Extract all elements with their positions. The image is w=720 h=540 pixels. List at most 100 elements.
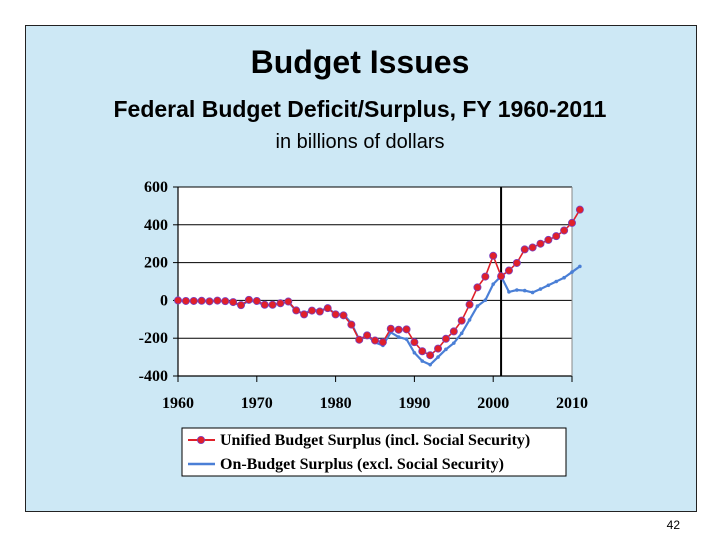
point-unified bbox=[205, 297, 214, 306]
point-unified bbox=[457, 316, 466, 325]
x-tick-label: 1990 bbox=[398, 395, 430, 412]
point-unified bbox=[418, 347, 427, 356]
point-unified bbox=[560, 226, 569, 235]
point-unified bbox=[173, 296, 182, 305]
point-on-budget bbox=[467, 318, 472, 322]
point-unified bbox=[426, 351, 435, 360]
point-unified bbox=[221, 297, 230, 306]
point-on-budget bbox=[522, 288, 527, 293]
point-unified bbox=[276, 299, 285, 308]
x-tick-label: 2010 bbox=[556, 395, 588, 412]
point-unified bbox=[489, 251, 498, 260]
point-on-budget bbox=[554, 279, 559, 284]
point-on-budget bbox=[412, 350, 417, 355]
point-unified bbox=[363, 331, 372, 340]
y-tick-label: -200 bbox=[139, 330, 168, 347]
point-unified bbox=[520, 245, 529, 254]
point-on-budget bbox=[507, 290, 511, 294]
y-tick-label: 400 bbox=[144, 217, 168, 234]
point-on-budget bbox=[546, 283, 551, 288]
point-unified bbox=[323, 304, 332, 313]
point-unified bbox=[213, 296, 222, 305]
point-unified bbox=[528, 243, 537, 252]
units-caption: in billions of dollars bbox=[275, 131, 445, 153]
point-unified bbox=[434, 344, 443, 353]
legend: Unified Budget Surplus (incl. Social Sec… bbox=[181, 427, 567, 477]
page-number: 42 bbox=[666, 518, 680, 532]
point-unified bbox=[497, 272, 506, 281]
legend-label-on-budget: On-Budget Surplus (excl. Social Security… bbox=[220, 456, 504, 473]
point-unified bbox=[229, 298, 238, 307]
x-tick-label: 2000 bbox=[477, 395, 509, 412]
point-unified bbox=[473, 283, 482, 292]
point-unified bbox=[197, 296, 206, 305]
point-unified bbox=[331, 310, 340, 319]
y-tick-label: 200 bbox=[144, 255, 168, 272]
point-unified bbox=[481, 272, 490, 281]
series-line-unified bbox=[177, 209, 581, 357]
point-unified bbox=[370, 336, 379, 345]
point-unified bbox=[394, 325, 403, 334]
legend-box bbox=[181, 427, 567, 477]
point-unified bbox=[504, 266, 513, 275]
point-on-budget bbox=[428, 362, 432, 367]
point-unified bbox=[386, 324, 395, 333]
point-unified bbox=[307, 306, 316, 315]
point-unified bbox=[347, 320, 356, 329]
point-unified bbox=[268, 300, 277, 309]
point-on-budget bbox=[578, 264, 582, 269]
series-layer bbox=[173, 205, 584, 367]
point-on-budget bbox=[459, 331, 464, 336]
point-unified bbox=[181, 296, 190, 305]
point-unified bbox=[339, 311, 348, 320]
point-unified bbox=[260, 300, 269, 309]
point-unified bbox=[315, 307, 324, 316]
point-unified bbox=[536, 239, 545, 248]
y-tick-label: 600 bbox=[144, 179, 168, 196]
legend-label-unified: Unified Budget Surplus (incl. Social Sec… bbox=[220, 432, 530, 449]
legend-marker-unified bbox=[196, 435, 205, 444]
x-tick-label: 1960 bbox=[162, 395, 194, 412]
point-unified bbox=[244, 295, 253, 304]
point-unified bbox=[410, 338, 419, 347]
point-unified bbox=[237, 301, 246, 310]
plot-area bbox=[178, 187, 572, 376]
point-on-budget bbox=[530, 290, 535, 295]
point-unified bbox=[441, 334, 450, 343]
point-on-budget bbox=[420, 359, 425, 363]
point-on-budget bbox=[515, 288, 519, 292]
point-unified bbox=[568, 218, 577, 227]
y-tick-label: 0 bbox=[160, 292, 168, 309]
point-unified bbox=[292, 306, 301, 315]
x-tick-label: 1980 bbox=[320, 395, 352, 412]
point-unified bbox=[449, 327, 458, 336]
point-unified bbox=[575, 205, 584, 214]
point-on-budget bbox=[483, 298, 488, 303]
point-unified bbox=[284, 297, 293, 306]
point-on-budget bbox=[452, 341, 456, 345]
slide-subtitle: Federal Budget Deficit/Surplus, FY 1960-… bbox=[113, 96, 607, 122]
point-unified bbox=[512, 258, 521, 267]
point-on-budget bbox=[475, 304, 480, 308]
x-tick-label: 1970 bbox=[241, 395, 273, 412]
point-unified bbox=[402, 325, 411, 334]
point-unified bbox=[378, 338, 387, 347]
point-on-budget bbox=[436, 355, 440, 359]
slide-title: Budget Issues bbox=[250, 44, 470, 80]
point-on-budget bbox=[444, 347, 448, 352]
point-unified bbox=[465, 300, 474, 309]
point-on-budget bbox=[491, 282, 496, 286]
point-on-budget bbox=[538, 287, 543, 291]
point-on-budget bbox=[562, 275, 566, 280]
point-unified bbox=[300, 310, 309, 319]
point-on-budget bbox=[570, 270, 574, 274]
point-unified bbox=[355, 335, 364, 344]
point-on-budget bbox=[396, 335, 401, 339]
point-unified bbox=[544, 235, 553, 244]
point-unified bbox=[189, 296, 198, 305]
point-unified bbox=[552, 232, 561, 241]
point-on-budget bbox=[404, 337, 409, 341]
y-tick-label: -400 bbox=[139, 368, 168, 385]
